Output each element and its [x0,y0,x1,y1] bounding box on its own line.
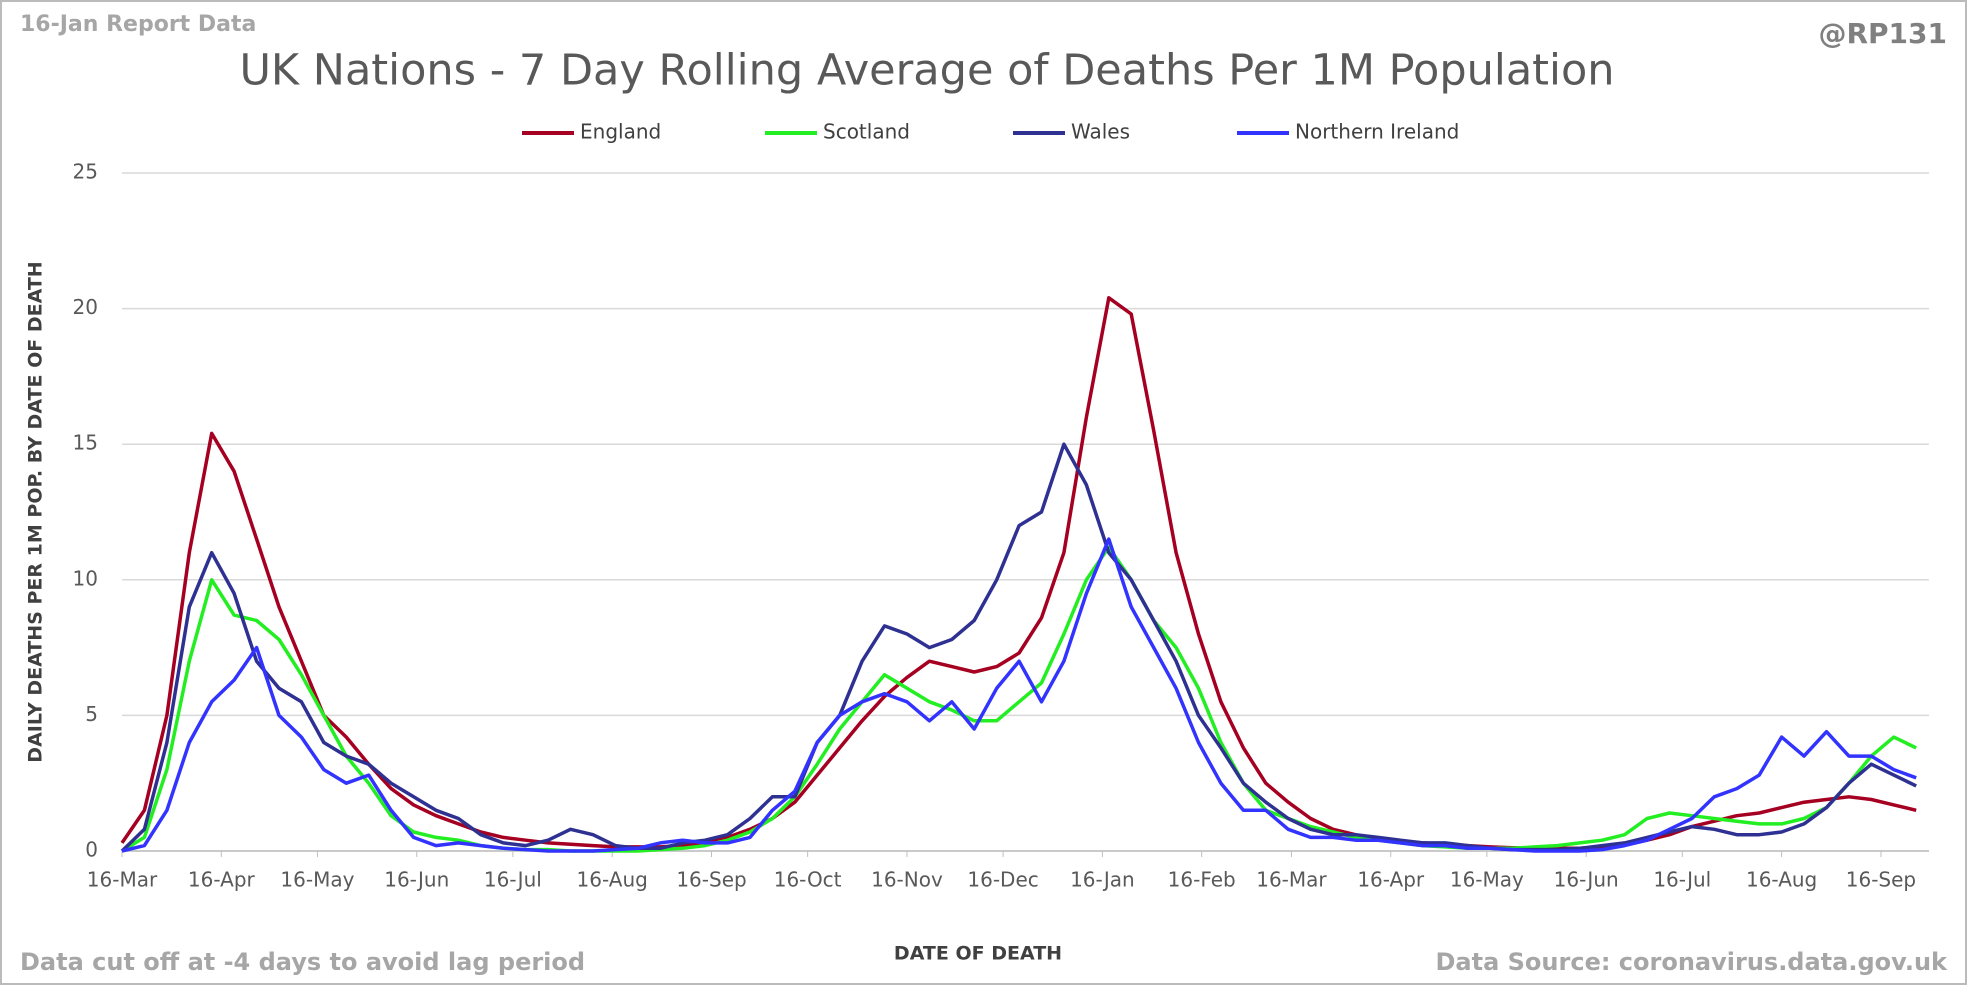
x-tick-label: 16-Jun [384,868,449,892]
x-tick-label: 16-Jun [1554,868,1619,892]
series-line [121,537,1917,853]
series-line [121,545,1917,853]
x-tick-label: 16-Apr [188,868,256,892]
y-tick-label: 5 [85,702,98,726]
chart-title: UK Nations - 7 Day Rolling Average of De… [239,46,1614,96]
x-tick-label: 16-Sep [676,868,746,892]
y-tick-label: 0 [85,838,98,862]
x-tick-label: 16-May [280,868,354,892]
x-tick-label: 16-Feb [1168,868,1236,892]
x-axis-label: DATE OF DEATH [894,943,1062,965]
y-tick-label: 10 [73,566,98,590]
series-line [120,442,1917,853]
x-tick-label: 16-Mar [1256,868,1327,892]
x-tick-label: 16-Nov [871,868,943,892]
x-tick-label: 16-May [1450,868,1524,892]
x-tick-label: 16-Oct [774,868,842,892]
x-tick-label: 16-Mar [87,868,158,892]
report-label: 16-Jan Report Data [20,12,256,37]
y-tick-label: 15 [73,431,98,455]
x-tick-label: 16-Jul [1653,868,1711,892]
x-tick-label: 16-Jul [484,868,542,892]
x-tick-label: 16-Aug [1746,868,1817,892]
note: Data cut off at -4 days to avoid lag per… [20,948,585,976]
x-tick-label: 16-Jan [1070,868,1135,892]
legend-label: Northern Ireland [1295,120,1459,144]
source: Data Source: coronavirus.data.gov.uk [1436,948,1949,976]
x-tick-label: 16-Sep [1846,868,1916,892]
legend-label: England [580,120,661,144]
x-tick-label: 16-Apr [1357,868,1425,892]
handle: @RP131 [1818,17,1947,50]
x-tick-label: 16-Aug [577,868,648,892]
y-tick-label: 25 [73,160,98,184]
y-axis-label: DAILY DEATHS PER 1M POP. BY DATE OF DEAT… [25,261,47,762]
y-tick-label: 20 [73,295,98,319]
legend-label: Scotland [823,120,910,144]
x-tick-label: 16-Dec [967,868,1038,892]
legend-label: Wales [1071,120,1130,144]
